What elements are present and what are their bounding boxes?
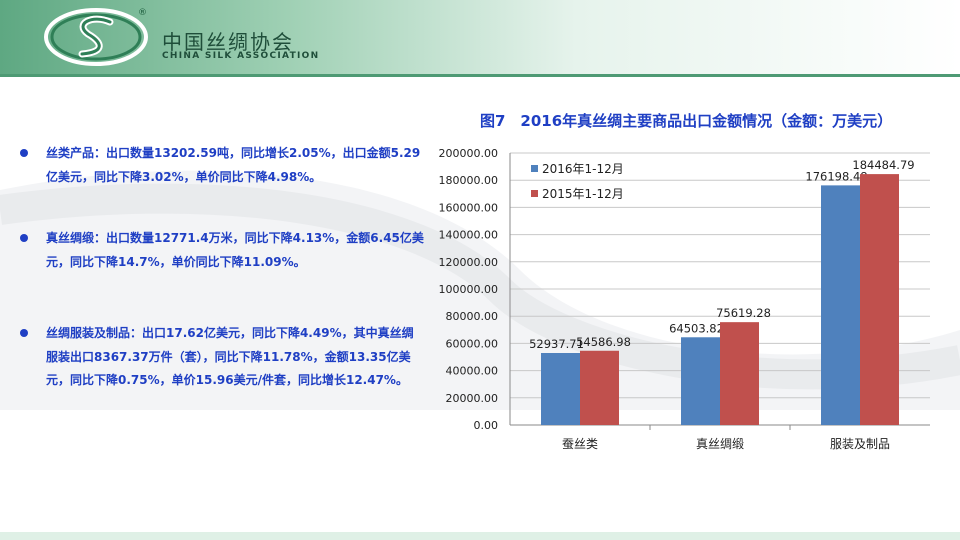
y-tick-label: 40000.00: [446, 365, 499, 378]
registered-mark: ®: [138, 8, 147, 18]
header-banner: [0, 0, 960, 74]
data-label: 176198.48: [805, 169, 867, 183]
data-label: 184484.79: [852, 158, 914, 172]
bar: [681, 337, 720, 425]
y-tick-label: 80000.00: [446, 310, 499, 323]
chart-title: 图7 2016年真丝绸主要商品出口金额情况（金额：万美元）: [480, 112, 893, 130]
export-amount-bar-chart: 0.00 20000.00 40000.00 60000.00 80000.00 1000…: [439, 147, 930, 451]
bullet-text: 真丝绸缎：出口数量12771.4万米，同比下降4.13%，金额6.45亿美元，同…: [46, 231, 424, 269]
legend-label: 2015年1-12月: [542, 187, 624, 201]
legend-swatch: [531, 190, 538, 197]
org-name-english: CHINA SILK ASSOCIATION: [162, 51, 320, 61]
legend-label: 2016年1-12月: [542, 162, 624, 176]
bar: [860, 174, 899, 425]
bullet-dot: [20, 234, 28, 242]
bullet-dot: [20, 149, 28, 157]
header-divider: [0, 74, 960, 77]
footer-bar: [0, 532, 960, 540]
x-tick-label: 服装及制品: [830, 437, 890, 451]
y-tick-label: 100000.00: [439, 283, 499, 296]
bar: [541, 353, 580, 425]
bar: [580, 350, 619, 425]
y-tick-label: 120000.00: [439, 256, 499, 269]
bullet-text: 丝绸服装及制品：出口17.62亿美元，同比下降4.49%，其中真丝绸服装出口83…: [46, 326, 414, 387]
data-label: 64503.82: [669, 321, 724, 335]
data-label: 54586.98: [576, 335, 631, 349]
x-tick-label: 真丝绸缎: [696, 436, 744, 451]
bar: [720, 322, 759, 425]
data-label: 75619.28: [716, 306, 771, 320]
org-name-chinese: 中国丝绸协会: [162, 30, 294, 54]
y-tick-label: 60000.00: [446, 337, 499, 350]
y-tick-label: 0.00: [474, 419, 499, 432]
x-tick-label: 蚕丝类: [562, 437, 598, 451]
y-tick-label: 140000.00: [439, 229, 499, 242]
y-tick-label: 200000.00: [439, 147, 499, 160]
bullet-text: 丝类产品：出口数量13202.59吨，同比增长2.05%，出口金额5.29亿美元…: [46, 146, 421, 184]
bullet-dot: [20, 329, 28, 337]
bar: [821, 185, 860, 425]
silk-association-logo: [44, 8, 148, 66]
y-tick-label: 160000.00: [439, 201, 499, 214]
legend-swatch: [531, 165, 538, 172]
y-tick-label: 20000.00: [446, 392, 499, 405]
data-label: 52937.71: [529, 337, 584, 351]
y-tick-label: 180000.00: [439, 174, 499, 187]
